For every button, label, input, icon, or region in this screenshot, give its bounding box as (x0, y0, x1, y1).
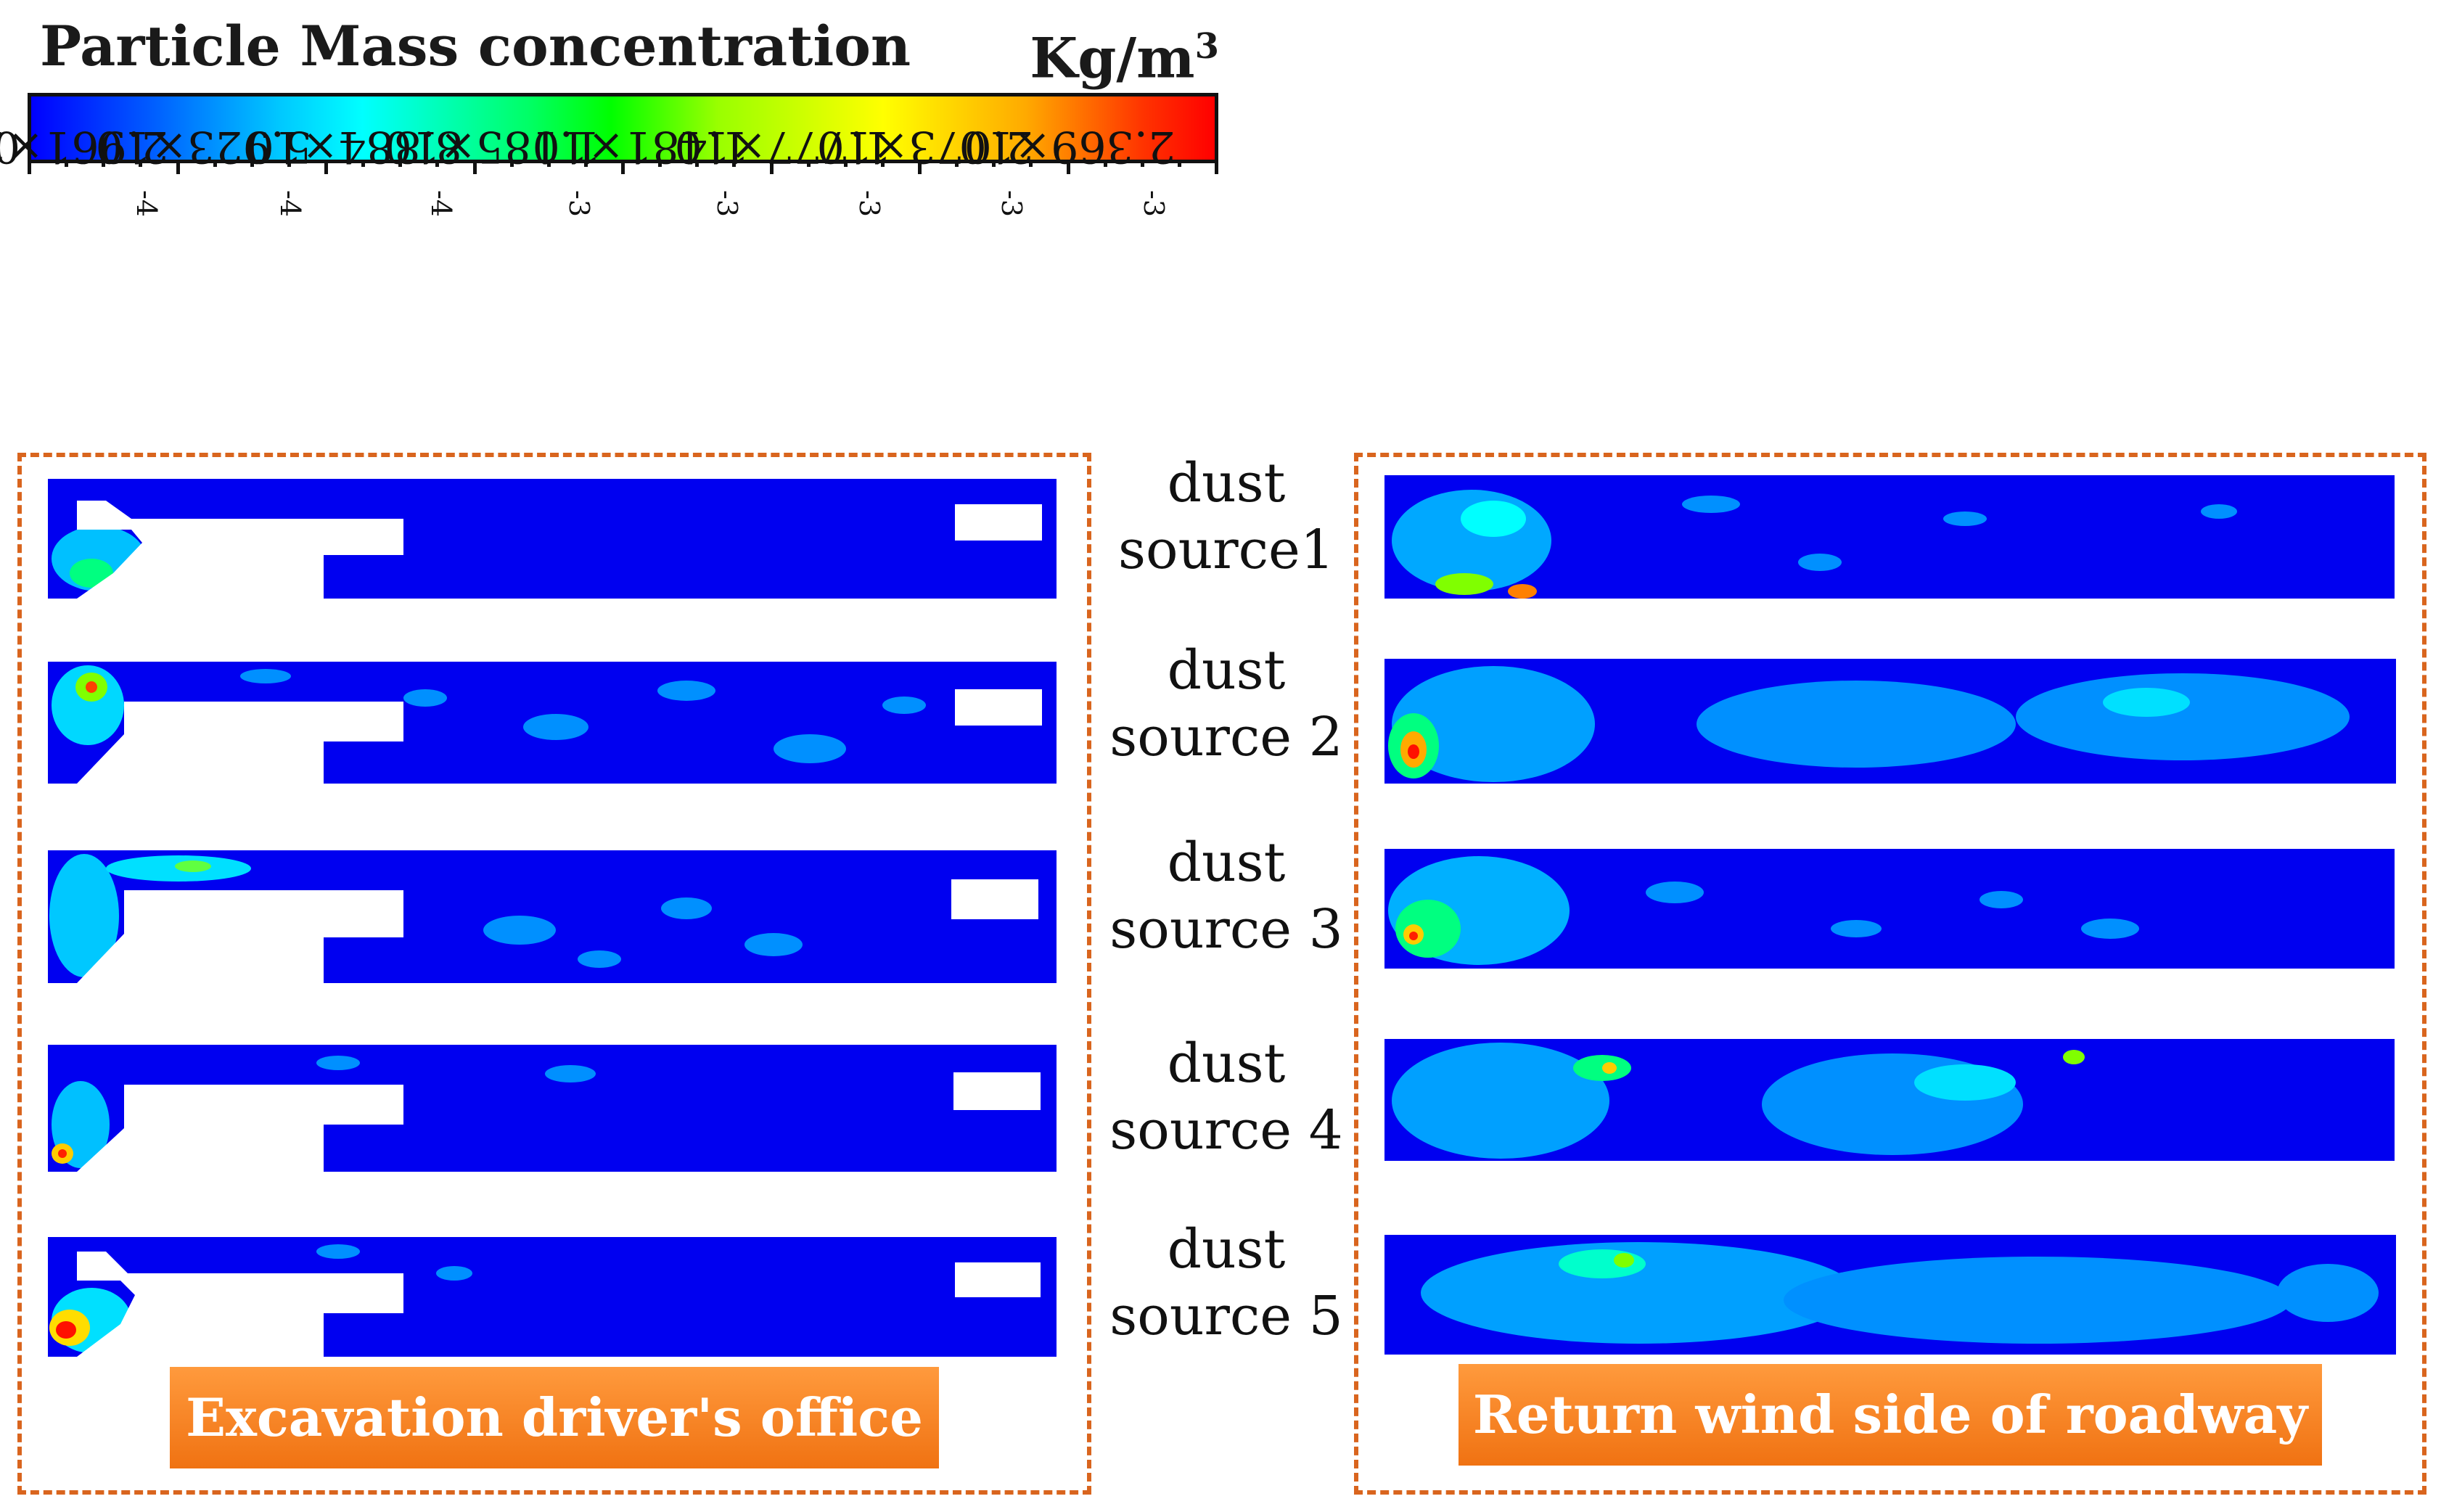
colorbar-tick-mark (287, 160, 291, 167)
colorbar-ticks (28, 160, 1218, 174)
colorbar-tick-mark (213, 160, 217, 167)
right-map-source-1 (1384, 475, 2395, 599)
colorbar-tick-mark (880, 160, 885, 167)
colorbar-tick-mark (1029, 160, 1033, 167)
colorbar-tick-mark (1140, 160, 1144, 167)
colorbar-tick-mark (918, 160, 922, 174)
colorbar-tick-mark (1066, 160, 1070, 174)
colorbar-tick-mark (1103, 160, 1107, 167)
source-label-3: dust source 3 (1109, 831, 1343, 961)
left-panel-banner: Excavation driver's office (170, 1367, 939, 1468)
right-map-source-5 (1384, 1235, 2396, 1355)
colorbar-tick-mark (398, 160, 403, 167)
colorbar-tick-mark (732, 160, 737, 167)
colorbar-tick-mark (769, 160, 774, 174)
colorbar-tick-mark (546, 160, 551, 167)
colorbar-tick-mark (1177, 160, 1181, 167)
colorbar-unit: Kg/m3 (1030, 25, 1219, 91)
colorbar-tick-mark (361, 160, 366, 167)
colorbar-tick-mark (955, 160, 959, 167)
colorbar-tick-mark (1215, 160, 1218, 174)
right-map-source-2 (1384, 659, 2396, 784)
left-map-source-2 (48, 662, 1057, 784)
colorbar-tick-mark (176, 160, 180, 174)
right-map-source-4 (1384, 1039, 2395, 1161)
colorbar-tick-mark (658, 160, 662, 167)
colorbar-tick-mark (102, 160, 106, 167)
right-panel-banner: Return wind side of roadway (1459, 1364, 2322, 1466)
colorbar-tick-mark (250, 160, 254, 167)
colorbar-tick-mark (324, 160, 328, 174)
colorbar-tick-mark (472, 160, 477, 174)
colorbar-tick-mark (435, 160, 440, 167)
right-panel-frame (1354, 453, 2426, 1495)
colorbar-tick-mark (509, 160, 514, 167)
colorbar-tick-mark (583, 160, 588, 167)
colorbar-tick-mark (139, 160, 143, 167)
source-label-5: dust source 5 (1109, 1218, 1343, 1347)
colorbar-tick-mark (806, 160, 811, 167)
left-map-source-5 (48, 1237, 1057, 1357)
source-label-4: dust source 4 (1109, 1032, 1343, 1162)
source-label-1: dust source1 (1118, 452, 1334, 581)
colorbar-title: Particle Mass concentration (40, 14, 911, 78)
colorbar-tick-mark (843, 160, 848, 167)
colorbar-tick-mark (28, 160, 31, 174)
left-map-source-3 (48, 850, 1057, 983)
left-map-source-1 (48, 479, 1057, 599)
left-map-source-4 (48, 1045, 1057, 1172)
colorbar-tick-mark (992, 160, 996, 167)
right-map-source-3 (1384, 849, 2395, 969)
left-panel-frame (17, 453, 1091, 1495)
source-label-2: dust source 2 (1109, 639, 1343, 768)
colorbar-tick-mark (695, 160, 700, 167)
colorbar-tick-mark (65, 160, 69, 167)
colorbar-tick-mark (621, 160, 625, 174)
